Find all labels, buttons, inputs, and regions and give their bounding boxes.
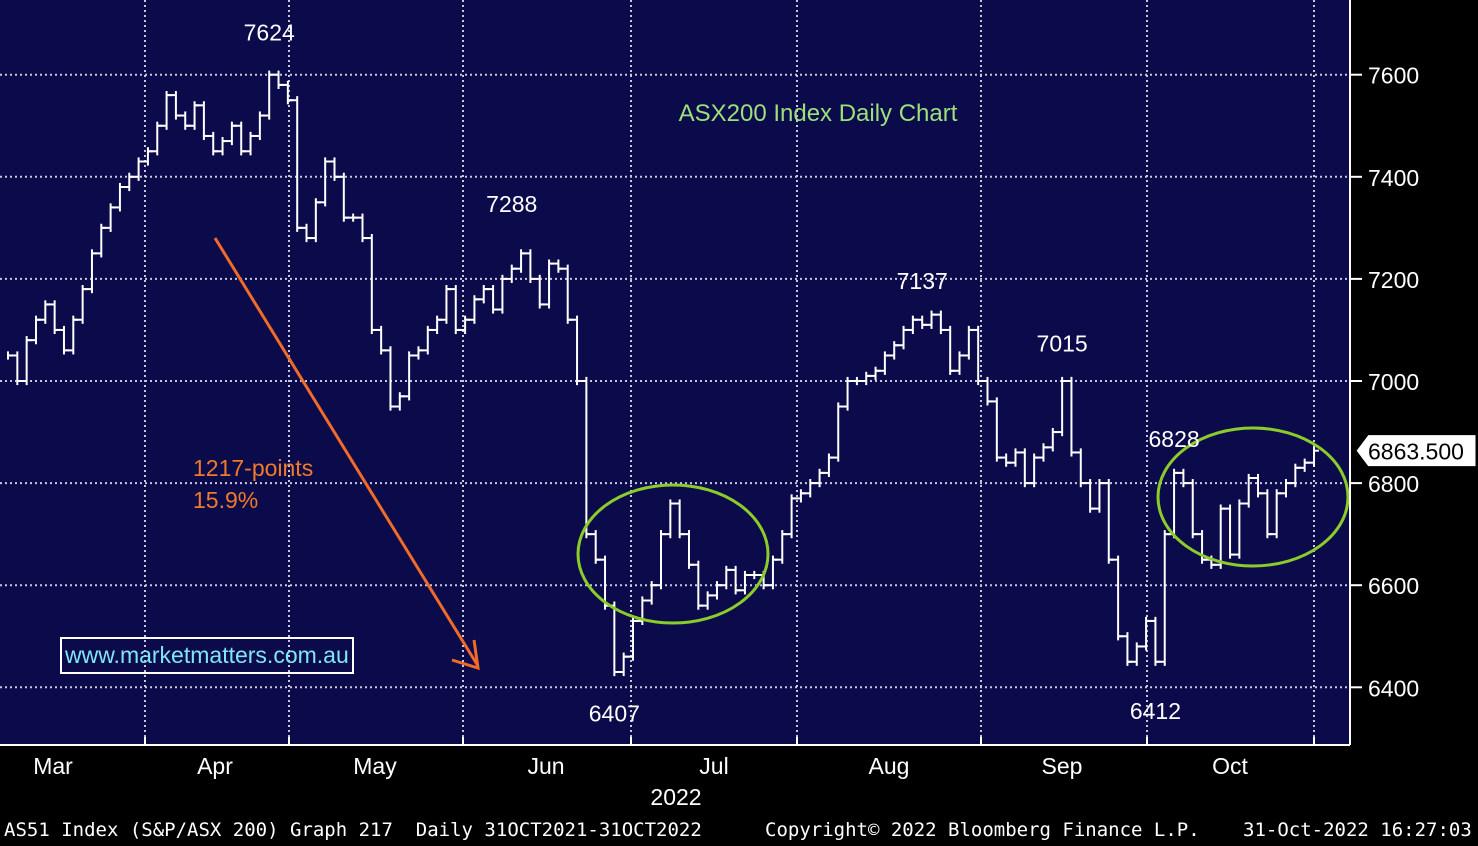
price-bars	[7, 70, 1319, 677]
y-tick-label: 6800	[1368, 471, 1419, 497]
x-tick-label: Oct	[1212, 753, 1248, 779]
grid	[0, 0, 1350, 745]
decline-arrowhead	[451, 639, 480, 671]
peak-labels: 7624 7288 6407 7137 7015 6828 6412	[244, 19, 1200, 726]
x-axis-year-label: 2022	[650, 784, 701, 810]
x-tick-label: Mar	[33, 753, 73, 779]
x-tick-label: Jul	[699, 753, 728, 779]
annotations: ASX200 Index Daily Chart 1217-points 15.…	[193, 100, 1350, 810]
watermark-link[interactable]: www.marketmatters.com.au	[60, 637, 354, 674]
y-tick-label: 7600	[1368, 63, 1419, 89]
x-tick-label: Sep	[1042, 753, 1083, 779]
peak-label: 7624	[244, 19, 295, 45]
footer-copyright: Copyright© 2022 Bloomberg Finance L.P.	[765, 819, 1200, 841]
x-tick-label: May	[353, 753, 397, 779]
y-tick-label: 7200	[1368, 267, 1419, 293]
decline-percent-label: 15.9%	[193, 487, 258, 513]
footer-security-info: AS51 Index (S&P/ASX 200) Graph 217 Daily…	[4, 819, 702, 841]
last-value-label: 6863.500	[1368, 439, 1464, 465]
last-value-box	[1355, 434, 1477, 468]
footer: AS51 Index (S&P/ASX 200) Graph 217 Daily…	[0, 812, 1478, 846]
decline-points-label: 1217-points	[193, 455, 313, 481]
y-tick-label: 7400	[1368, 165, 1419, 191]
plot-area	[0, 0, 1350, 745]
peak-label: 6407	[589, 701, 640, 727]
peak-label: 7288	[486, 191, 537, 217]
support-circle-right	[1156, 426, 1350, 568]
x-axis: Mar Apr May Jun Jul Aug Sep Oct	[0, 737, 1350, 779]
x-tick-label: Aug	[869, 753, 910, 779]
support-circle-left	[576, 483, 770, 625]
peak-label: 6412	[1130, 698, 1181, 724]
last-value-marker: 6863.500	[1355, 434, 1477, 468]
y-tick-label: 7000	[1368, 369, 1419, 395]
x-tick-label: Jun	[527, 753, 564, 779]
y-tick-label: 6400	[1368, 675, 1419, 701]
peak-label: 6828	[1148, 426, 1199, 452]
footer-timestamp: 31-Oct-2022 16:27:03	[1243, 819, 1472, 841]
decline-arrow	[213, 237, 480, 667]
y-tick-label: 6600	[1368, 573, 1419, 599]
x-tick-label: Apr	[197, 753, 233, 779]
y-axis: 6400 6600 6800 7000 7200 7400 7600	[1349, 0, 1419, 745]
chart-title: ASX200 Index Daily Chart	[679, 100, 958, 127]
peak-label: 7015	[1037, 330, 1088, 356]
peak-label: 7137	[897, 268, 948, 294]
